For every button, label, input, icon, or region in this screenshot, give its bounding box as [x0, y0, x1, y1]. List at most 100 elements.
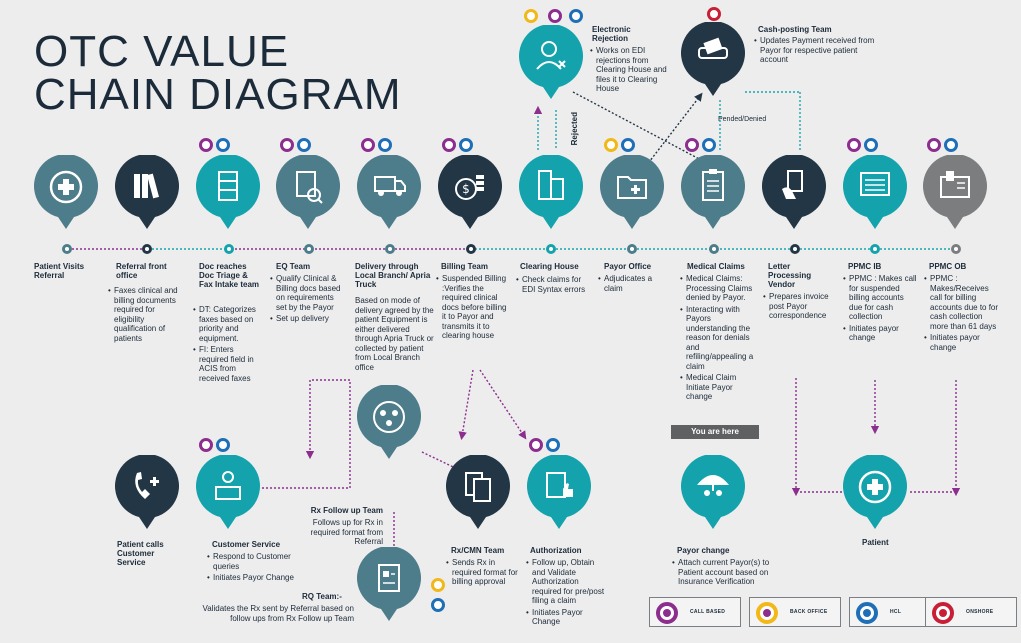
badge-call-based — [685, 138, 699, 152]
node-ppmc-ob[interactable] — [923, 155, 987, 229]
timeline-dot — [385, 244, 395, 254]
label-rx-cmn: Rx/CMN Team — [451, 546, 505, 555]
badge-call-based — [529, 438, 543, 452]
node-medical-claims[interactable] — [681, 155, 745, 229]
bullet: PPMC : Makes/Receives call for billing a… — [924, 274, 1000, 331]
bullet: PPMC : Makes call for suspended billing … — [843, 274, 919, 322]
label-letter-processing: Letter Processing Vendor — [768, 262, 812, 289]
legend-ring-icon — [856, 602, 878, 624]
node-customer-service[interactable] — [196, 455, 260, 529]
node-payor-change[interactable] — [681, 455, 745, 529]
timeline-dot — [951, 244, 961, 254]
bullet: Prepares invoice post Payor corresponden… — [763, 292, 837, 321]
bullet: Respond to Customer queries — [207, 552, 311, 571]
timeline-dot — [790, 244, 800, 254]
label-payor-change: Payor change — [677, 546, 730, 555]
node-billing-team[interactable]: $ — [438, 155, 502, 229]
timeline-dot — [709, 244, 719, 254]
text-rq-team: Validates the Rx sent by Referral based … — [202, 604, 355, 623]
timeline-dot — [224, 244, 234, 254]
bullet: Initiates Payor Change — [526, 608, 608, 627]
label-patient-calls: Patient calls Customer Service — [117, 540, 164, 567]
badge-onshore — [707, 7, 721, 21]
bullet: Adjudicates a claim — [598, 274, 668, 293]
node-patient-calls[interactable] — [115, 455, 179, 529]
label-medical-claims: Medical Claims — [687, 262, 745, 271]
label-patient-visits: Patient Visits Referral — [34, 262, 85, 280]
node-payor-office[interactable] — [600, 155, 664, 229]
badge-hcl — [569, 9, 583, 23]
label-cash-posting: Cash-posting Team — [758, 25, 832, 34]
badge-call-based — [199, 438, 213, 452]
bullet: Works on EDI rejections from Clearing Ho… — [590, 46, 668, 94]
label-electronic-rejection: Electronic Rejection — [592, 25, 631, 43]
bullet: Sends Rx in required format for billing … — [446, 558, 526, 587]
legend-ring-icon — [932, 602, 954, 624]
badge-hcl — [297, 138, 311, 152]
bullet: Initiates Payor Change — [207, 573, 311, 583]
label-rejected: Rejected — [570, 112, 579, 146]
node-cash-posting[interactable] — [681, 22, 745, 96]
bullet: Check claims for EDI Syntax errors — [516, 275, 592, 294]
label-rx-follow-up: Rx Follow up Team — [310, 506, 383, 515]
bullet: Faxes clinical and billing documents req… — [108, 286, 186, 343]
node-patient[interactable] — [843, 455, 907, 529]
label-eq-team: EQ Team — [276, 262, 311, 271]
badge-back-office — [604, 138, 618, 152]
node-delivery[interactable] — [357, 155, 421, 229]
node-ppmc-ib[interactable] — [843, 155, 907, 229]
label-pended-denied: Pended/Denied — [718, 116, 767, 123]
badge-hcl — [378, 138, 392, 152]
bullet: Medical Claim Initiate Payor change — [680, 373, 756, 402]
node-rx-follow-up[interactable] — [357, 385, 421, 459]
bullet: Attach current Payor(s) to Patient accou… — [672, 558, 794, 587]
bullet: FI: Enters required field in ACIS from r… — [193, 345, 265, 383]
title-line-1: OTC VALUE — [34, 27, 290, 76]
node-eq-team[interactable] — [276, 155, 340, 229]
label-customer-service: Customer Service — [212, 540, 281, 549]
legend-call-based: CALL BASED — [649, 597, 741, 627]
node-authorization[interactable] — [527, 455, 591, 529]
badge-hcl — [944, 138, 958, 152]
node-letter-processing[interactable] — [762, 155, 826, 229]
badge-back-office — [431, 578, 445, 592]
legend-label: HCL — [890, 609, 902, 615]
node-electronic-rejection[interactable] — [519, 25, 583, 99]
bullet: Medical Claims: Processing Claims denied… — [680, 274, 756, 303]
timeline-dot — [304, 244, 314, 254]
badge-hcl — [431, 598, 445, 612]
badge-call-based — [280, 138, 294, 152]
legend-ring-icon — [756, 602, 778, 624]
label-doc-triage: Doc reaches Doc Triage & Fax Intake team — [199, 262, 260, 289]
bullet: Interacting with Payors understanding th… — [680, 305, 756, 372]
label-patient: Patient — [862, 538, 889, 547]
legend-label: BACK OFFICE — [790, 609, 828, 615]
timeline-dot — [466, 244, 476, 254]
legend-label: ONSHORE — [966, 609, 994, 615]
node-rq-team[interactable] — [357, 547, 421, 621]
node-doc-triage[interactable] — [196, 155, 260, 229]
label-authorization: Authorization — [530, 546, 582, 555]
text-delivery: Based on mode of delivery agreed by the … — [355, 296, 434, 372]
timeline-dot — [870, 244, 880, 254]
node-patient-visits[interactable] — [34, 155, 98, 229]
badge-call-based — [847, 138, 861, 152]
node-clearing-house[interactable] — [519, 155, 583, 229]
you-are-here-banner: You are here — [671, 425, 759, 439]
legend-back-office: BACK OFFICE — [749, 597, 841, 627]
bullet: Initiates payor change — [924, 333, 1000, 352]
legend-onshore: ONSHORE — [925, 597, 1017, 627]
badge-call-based — [199, 138, 213, 152]
node-referral-front-office[interactable] — [115, 155, 179, 229]
timeline-dot — [627, 244, 637, 254]
badge-hcl — [216, 438, 230, 452]
badge-hcl — [621, 138, 635, 152]
node-rx-cmn[interactable] — [446, 455, 510, 529]
bullet: DT: Categorizes faxes based on priority … — [193, 305, 265, 343]
label-delivery: Delivery through Local Branch/ Apria Tru… — [355, 262, 431, 289]
timeline-dot — [546, 244, 556, 254]
bullet: Suspended Billing :Verifies the required… — [436, 274, 510, 341]
legend-label: CALL BASED — [690, 609, 726, 615]
badge-hcl — [702, 138, 716, 152]
bullet: Qualify Clinical & Billing docs based on… — [270, 274, 344, 312]
